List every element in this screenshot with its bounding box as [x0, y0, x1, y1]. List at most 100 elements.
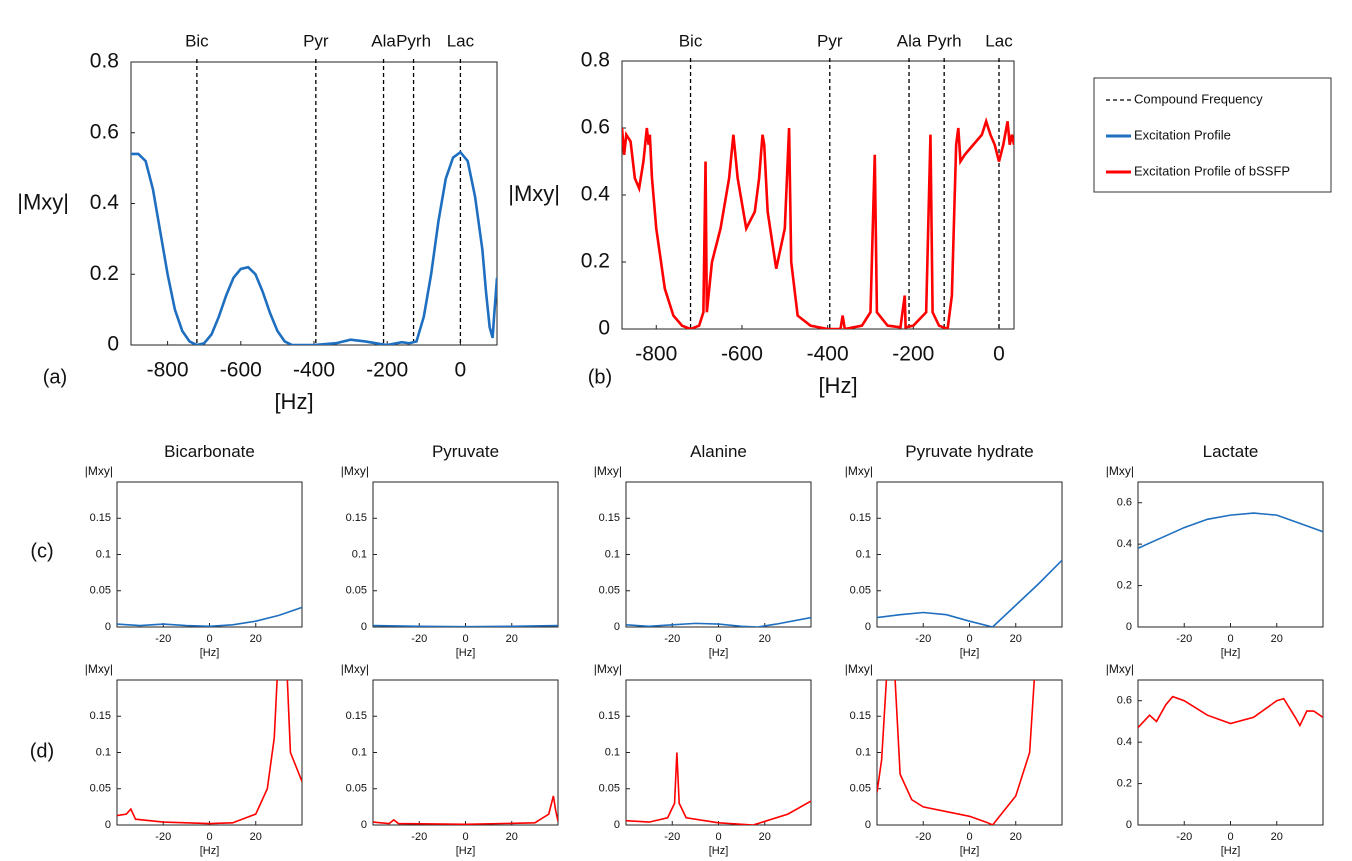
x-tick-label: -200 [892, 343, 934, 366]
y-tick-label: 0.15 [90, 512, 111, 524]
data-line [1138, 695, 1323, 729]
y-tick-label: 0.15 [850, 512, 871, 524]
y-tick-label: 0.8 [90, 50, 119, 73]
x-tick-label: -20 [411, 831, 427, 843]
x-tick-label: 20 [506, 633, 518, 645]
y-tick-label: 0.05 [90, 585, 111, 597]
y-tick-label: 0 [105, 621, 111, 633]
x-tick-label: 20 [250, 831, 262, 843]
y-tick-label: 0.15 [599, 710, 620, 722]
x-tick-label: -400 [293, 359, 335, 382]
x-tick-label: 0 [1227, 831, 1233, 843]
legend-label: Compound Frequency [1134, 91, 1263, 106]
subplot-title: Bicarbonate [164, 442, 255, 461]
y-tick-label: 0.2 [581, 250, 610, 273]
x-axis-label: [Hz] [456, 845, 476, 857]
data-line [373, 624, 558, 627]
x-tick-label: -20 [155, 831, 171, 843]
y-tick-label: 0.05 [850, 783, 871, 795]
marker-label: Pyrh [927, 31, 962, 50]
y-tick-label: 0 [865, 819, 871, 831]
x-axis-label: [Hz] [1221, 845, 1241, 857]
x-axis-label: [Hz] [960, 647, 980, 659]
plot-frame [116, 481, 303, 628]
x-axis-label: [Hz] [960, 845, 980, 857]
x-tick-label: 20 [1010, 831, 1022, 843]
y-axis-label: |Mxy| [341, 662, 369, 676]
data-line [373, 795, 558, 825]
y-tick-label: 0.1 [605, 746, 620, 758]
y-tick-label: 0 [105, 819, 111, 831]
row-label: (d) [30, 740, 54, 762]
y-tick-label: 0.05 [599, 783, 620, 795]
marker-label: Lac [985, 31, 1013, 50]
marker-label: Bic [185, 31, 209, 50]
x-tick-label: 20 [506, 831, 518, 843]
y-axis-label: |Mxy| [85, 662, 113, 676]
x-tick-label: -800 [147, 359, 189, 382]
y-tick-label: 0.6 [1117, 497, 1132, 509]
marker-label: Pyr [817, 31, 843, 50]
legend-label: Excitation Profile [1134, 127, 1231, 142]
x-tick-label: -20 [411, 633, 427, 645]
y-tick-label: 0.1 [96, 548, 111, 560]
data-line [131, 150, 497, 345]
x-tick-label: 20 [1010, 633, 1022, 645]
plot-frame [625, 679, 812, 826]
y-axis-label: |Mxy| [85, 464, 113, 478]
y-tick-label: 0.15 [90, 710, 111, 722]
y-tick-label: 0.2 [1117, 777, 1132, 789]
y-tick-label: 0.15 [599, 512, 620, 524]
plot-frame [1137, 481, 1324, 628]
y-axis-label: |Mxy| [17, 189, 69, 214]
y-tick-label: 0.6 [581, 116, 610, 139]
y-tick-label: 0.15 [346, 512, 367, 524]
data-line [622, 117, 1014, 329]
x-tick-label: 20 [759, 831, 771, 843]
y-tick-label: 0 [361, 819, 367, 831]
data-line [626, 752, 811, 825]
y-tick-label: 0 [614, 621, 620, 633]
x-tick-label: 20 [1271, 633, 1283, 645]
y-tick-label: 0 [107, 333, 119, 356]
x-axis-label: [Hz] [1221, 647, 1241, 659]
row-label: (c) [30, 540, 53, 562]
y-tick-label: 0 [614, 819, 620, 831]
y-tick-label: 0 [1126, 819, 1132, 831]
marker-label: Bic [679, 31, 703, 50]
x-tick-label: -20 [155, 633, 171, 645]
plot-frame [372, 481, 559, 628]
y-tick-label: 0.15 [346, 710, 367, 722]
y-tick-label: 0.6 [1117, 695, 1132, 707]
x-tick-label: -20 [664, 633, 680, 645]
x-axis-label: [Hz] [200, 647, 220, 659]
x-tick-label: -400 [807, 343, 849, 366]
x-tick-label: 0 [462, 831, 468, 843]
y-tick-label: 0.05 [850, 585, 871, 597]
legend-label: Excitation Profile of bSSFP [1134, 163, 1290, 178]
x-axis-label: [Hz] [200, 845, 220, 857]
subplot-title: Lactate [1202, 442, 1259, 461]
y-tick-label: 0.2 [90, 262, 119, 285]
plot-frame [876, 679, 1063, 826]
x-tick-label: 0 [966, 633, 972, 645]
x-tick-label: 0 [206, 831, 212, 843]
y-tick-label: 0.05 [90, 783, 111, 795]
plot-frame [1137, 679, 1324, 826]
data-line [877, 559, 1062, 627]
y-tick-label: 0.4 [581, 183, 611, 206]
x-axis-label: [Hz] [818, 373, 857, 398]
x-tick-label: -600 [721, 343, 763, 366]
y-tick-label: 0.05 [346, 585, 367, 597]
y-axis-label: |Mxy| [845, 662, 873, 676]
x-tick-label: -200 [366, 359, 408, 382]
y-tick-label: 0.05 [599, 585, 620, 597]
y-tick-label: 0.6 [90, 120, 119, 143]
x-axis-label: [Hz] [274, 389, 313, 414]
y-axis-label: |Mxy| [508, 181, 560, 206]
y-tick-label: 0.4 [90, 191, 120, 214]
marker-label: Pyr [303, 31, 329, 50]
marker-label: Ala [371, 31, 396, 50]
x-tick-label: 0 [455, 359, 467, 382]
